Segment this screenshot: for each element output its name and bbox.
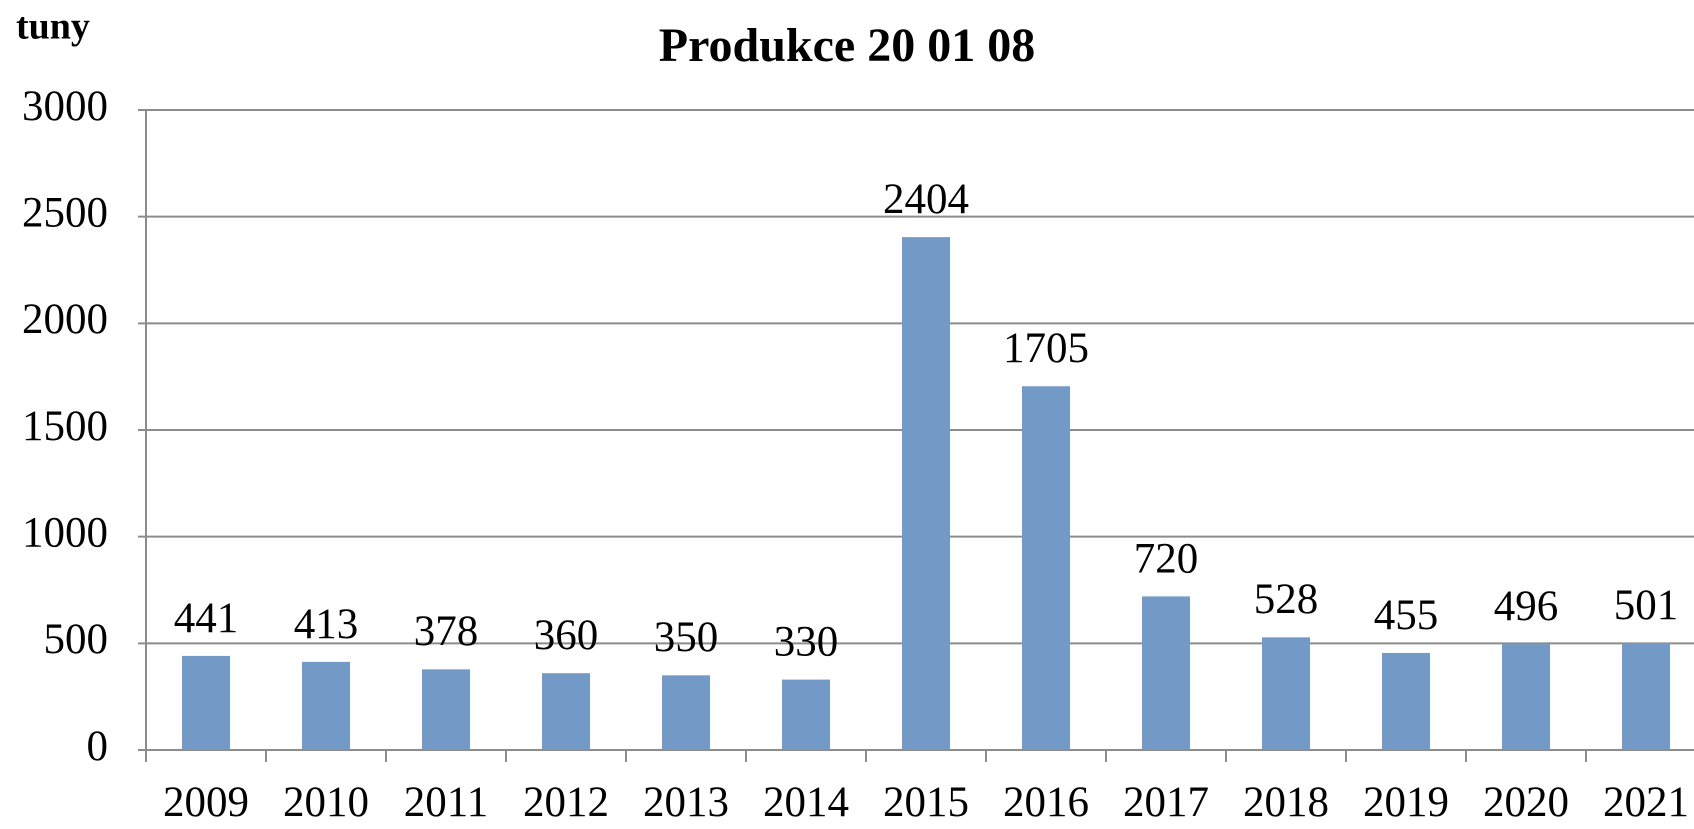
bar xyxy=(902,237,950,750)
data-label: 501 xyxy=(1614,582,1679,629)
data-label: 2404 xyxy=(883,176,969,223)
data-label: 720 xyxy=(1134,535,1199,582)
y-tick-label: 2500 xyxy=(22,190,108,237)
data-label: 528 xyxy=(1254,576,1319,623)
x-tick-label: 2014 xyxy=(763,779,849,826)
data-label: 378 xyxy=(414,608,479,655)
data-label: 455 xyxy=(1374,592,1439,639)
bar xyxy=(782,679,830,750)
x-tick-label: 2017 xyxy=(1123,779,1209,826)
x-tick-label: 2018 xyxy=(1243,779,1329,826)
y-tick-label: 500 xyxy=(44,616,109,663)
x-tick-label: 2019 xyxy=(1363,779,1449,826)
data-label: 350 xyxy=(654,614,719,661)
x-tick-label: 2009 xyxy=(163,779,249,826)
x-tick-label: 2011 xyxy=(404,779,488,826)
y-tick-label: 1000 xyxy=(22,510,108,557)
bar xyxy=(1142,596,1190,750)
x-tick-label: 2016 xyxy=(1003,779,1089,826)
x-tick-label: 2012 xyxy=(523,779,609,826)
y-tick-label: 0 xyxy=(87,723,109,770)
data-label: 496 xyxy=(1494,583,1559,630)
bar xyxy=(422,669,470,750)
data-label: 413 xyxy=(294,601,359,648)
bar xyxy=(1382,652,1430,750)
bar xyxy=(1502,644,1550,750)
x-tick-label: 2020 xyxy=(1483,779,1569,826)
data-label: 360 xyxy=(534,612,599,659)
x-tick-label: 2013 xyxy=(643,779,729,826)
chart-title: Produkce 20 01 08 xyxy=(659,19,1035,72)
bar xyxy=(302,661,350,750)
bar xyxy=(1622,643,1670,750)
data-label: 1705 xyxy=(1003,325,1089,372)
y-axis-label: tuny xyxy=(16,6,90,48)
y-tick-label: 3000 xyxy=(22,83,108,130)
y-tick-label: 1500 xyxy=(22,403,108,450)
data-label: 330 xyxy=(774,618,839,665)
data-label: 441 xyxy=(174,595,239,642)
bar xyxy=(1022,386,1070,750)
bar xyxy=(542,673,590,750)
x-tick-label: 2015 xyxy=(883,779,969,826)
y-tick-label: 2000 xyxy=(22,296,108,343)
x-tick-label: 2010 xyxy=(283,779,369,826)
bar xyxy=(662,675,710,750)
bar xyxy=(1262,637,1310,750)
x-tick-label: 2021 xyxy=(1603,779,1689,826)
bar xyxy=(182,655,230,750)
